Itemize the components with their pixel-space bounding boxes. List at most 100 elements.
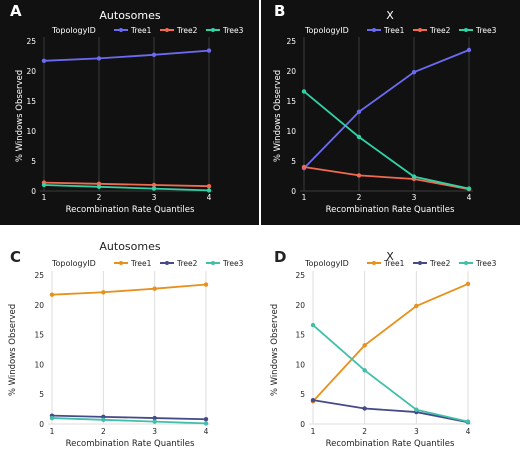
- series-line-tree3: [303, 90, 470, 190]
- legend-label-tree2: Tree2: [429, 26, 451, 35]
- y-tick-label: 5: [31, 157, 36, 166]
- chart-title: X: [386, 250, 394, 263]
- y-tick-label: 25: [34, 271, 44, 280]
- legend-marker-tree3: [464, 261, 468, 265]
- data-point-tree3: [310, 322, 316, 328]
- chart-title: Autosomes: [99, 240, 160, 253]
- data-point-tree1: [151, 52, 157, 57]
- data-point-tree1: [362, 343, 367, 348]
- data-point-tree2: [152, 415, 157, 421]
- data-point-tree3: [465, 419, 471, 424]
- chart-title: Autosomes: [99, 9, 160, 22]
- series-line-tree1: [43, 49, 210, 62]
- data-point-tree3: [411, 174, 417, 179]
- data-point-tree1: [206, 48, 212, 53]
- legend-label-tree1: Tree1: [130, 26, 152, 35]
- x-tick-label: 3: [152, 193, 157, 202]
- legend-label-tree1: Tree1: [130, 259, 152, 268]
- data-point-tree3: [152, 419, 157, 424]
- legend-marker-tree1: [119, 261, 123, 265]
- data-point-tree3: [206, 188, 212, 193]
- y-axis-label: % Windows Observed: [273, 70, 283, 162]
- data-point-tree1: [96, 56, 102, 61]
- series-line-tree2: [43, 181, 210, 188]
- legend-marker-tree2: [165, 28, 169, 32]
- legend-marker-tree2: [418, 261, 422, 265]
- data-point-tree1: [465, 281, 471, 287]
- y-tick-label: 15: [34, 331, 44, 340]
- series-line-tree3: [312, 324, 469, 423]
- series-line-tree2: [312, 399, 469, 424]
- panel-background: [0, 228, 259, 451]
- data-point-tree1: [411, 70, 417, 75]
- legend-title: TopologyID: [51, 26, 96, 35]
- data-point-tree1: [414, 303, 419, 309]
- x-tick-label: 2: [97, 193, 102, 202]
- legend-title: TopologyID: [304, 26, 349, 35]
- legend-marker-tree2: [165, 261, 169, 265]
- y-tick-label: 20: [286, 67, 296, 76]
- legend: TopologyID Tree1 Tree2 Tree3: [51, 259, 244, 268]
- x-tick-label: 1: [50, 427, 55, 436]
- panel-letter: A: [10, 2, 22, 20]
- data-point-tree1: [356, 109, 362, 115]
- y-tick-label: 10: [286, 127, 296, 136]
- x-tick-label: 1: [311, 427, 316, 436]
- data-point-tree2: [356, 173, 362, 178]
- y-tick-label: 0: [39, 420, 44, 429]
- panel-letter: D: [274, 248, 286, 266]
- panel-background: [261, 228, 520, 451]
- legend-label-tree2: Tree2: [176, 26, 198, 35]
- x-tick-label: 2: [101, 427, 106, 436]
- data-point-tree1: [101, 290, 106, 295]
- legend-label-tree3: Tree3: [222, 26, 244, 35]
- y-tick-label: 20: [26, 67, 36, 76]
- y-tick-label: 5: [39, 390, 44, 399]
- legend: TopologyID Tree1 Tree2 Tree3: [304, 259, 497, 268]
- series-line-tree2: [51, 414, 207, 421]
- y-tick-label: 20: [34, 301, 44, 310]
- data-point-tree3: [151, 186, 157, 191]
- y-tick-label: 10: [295, 360, 305, 369]
- data-point-tree1: [152, 286, 157, 291]
- data-point-tree3: [49, 415, 55, 421]
- x-tick-label: 4: [204, 427, 209, 436]
- x-tick-label: 4: [207, 193, 212, 202]
- legend-label-tree1: Tree1: [383, 259, 405, 268]
- legend-label-tree1: Tree1: [383, 26, 405, 35]
- legend-marker-tree3: [464, 28, 468, 32]
- y-axis-label: % Windows Observed: [270, 304, 280, 396]
- chart-title: X: [386, 9, 394, 22]
- series-line-tree1: [312, 283, 469, 402]
- legend: TopologyID Tree1 Tree2 Tree3: [51, 26, 244, 35]
- data-point-tree1: [49, 292, 55, 297]
- x-axis-label: Recombination Rate Quantiles: [326, 205, 455, 215]
- y-tick-label: 25: [26, 37, 36, 46]
- y-tick-label: 25: [295, 271, 305, 280]
- data-point-tree3: [414, 407, 419, 412]
- y-tick-label: 0: [300, 420, 305, 429]
- chart-panel-c: C Autosomes 0 5 10 15 20 25 1 2 3 4 Recombination Ra…: [0, 228, 259, 451]
- x-tick-label: 3: [152, 427, 157, 436]
- legend-marker-tree1: [372, 28, 376, 32]
- data-point-tree3: [466, 186, 472, 191]
- x-tick-label: 1: [42, 193, 47, 202]
- x-axis-label: Recombination Rate Quantiles: [66, 205, 195, 215]
- chart-panel-a: A Autosomes 0 5 10 15 20 25 1 2 3 4 Recombination Ra…: [0, 0, 259, 225]
- y-tick-label: 5: [300, 390, 305, 399]
- x-axis-label: Recombination Rate Quantiles: [66, 439, 195, 449]
- data-point-tree2: [362, 406, 367, 411]
- data-point-tree3: [203, 421, 209, 426]
- legend-marker-tree1: [372, 261, 376, 265]
- data-point-tree3: [362, 368, 367, 373]
- x-tick-label: 1: [302, 193, 307, 202]
- x-tick-label: 3: [414, 427, 419, 436]
- legend-title: TopologyID: [51, 259, 96, 268]
- legend-marker-tree2: [418, 28, 422, 32]
- data-point-tree1: [466, 47, 472, 53]
- legend-marker-tree3: [211, 261, 215, 265]
- legend-marker-tree3: [211, 28, 215, 32]
- legend-marker-tree1: [119, 28, 123, 32]
- x-tick-label: 4: [466, 427, 471, 436]
